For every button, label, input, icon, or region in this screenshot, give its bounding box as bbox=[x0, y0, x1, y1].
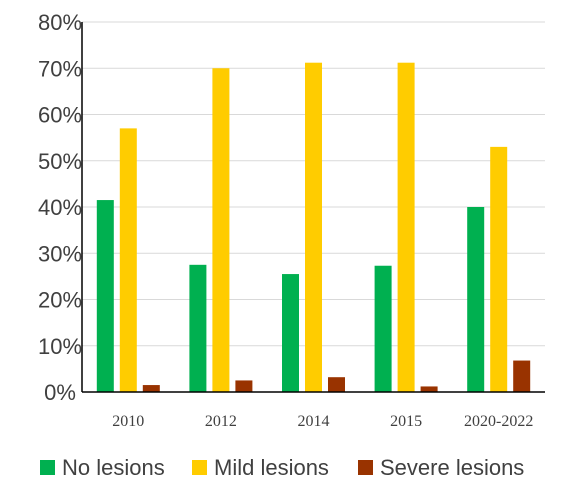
legend: No lesions Mild lesions Severe lesions bbox=[40, 455, 524, 480]
y-tick-label: 40% bbox=[38, 195, 82, 220]
bar-severe-lesions-2010 bbox=[142, 385, 160, 392]
legend-item-no-lesions: No lesions bbox=[40, 455, 165, 480]
bar-severe-lesions-2015 bbox=[420, 386, 438, 392]
axes bbox=[81, 22, 545, 393]
legend-swatch-no-lesions bbox=[40, 460, 55, 475]
legend-label-severe-lesions: Severe lesions bbox=[380, 455, 524, 480]
bar-no-lesions-2020-2022 bbox=[467, 207, 485, 392]
legend-label-no-lesions: No lesions bbox=[62, 455, 165, 480]
y-tick-label: 70% bbox=[38, 56, 82, 81]
y-tick-label: 0% bbox=[44, 380, 76, 405]
x-axis-ticks: 2010 2012 2014 2015 2020-2022 bbox=[112, 413, 533, 430]
x-tick-label-2015: 2015 bbox=[390, 413, 422, 430]
y-tick-label: 10% bbox=[38, 334, 82, 359]
x-tick-label-2010: 2010 bbox=[112, 413, 144, 430]
y-tick-label: 20% bbox=[38, 288, 82, 313]
y-tick-label: 30% bbox=[38, 241, 82, 266]
bar-severe-lesions-2014 bbox=[328, 377, 345, 392]
bars bbox=[96, 62, 531, 392]
legend-swatch-mild-lesions bbox=[192, 460, 207, 475]
bar-mild-lesions-2010 bbox=[119, 128, 137, 392]
bar-severe-lesions-2012 bbox=[235, 380, 253, 392]
x-tick-label-2014: 2014 bbox=[298, 413, 330, 430]
x-tick-label-2020-2022: 2020-2022 bbox=[464, 413, 533, 430]
y-tick-label: 60% bbox=[38, 103, 82, 128]
legend-swatch-severe-lesions bbox=[358, 460, 373, 475]
legend-label-mild-lesions: Mild lesions bbox=[214, 455, 329, 480]
y-tick-label: 80% bbox=[38, 10, 82, 35]
bar-mild-lesions-2012 bbox=[212, 68, 230, 392]
bar-mild-lesions-2014 bbox=[305, 62, 322, 392]
legend-item-mild-lesions: Mild lesions bbox=[192, 455, 329, 480]
bar-no-lesions-2014 bbox=[282, 274, 299, 392]
bar-mild-lesions-2020-2022 bbox=[490, 146, 508, 392]
bar-no-lesions-2012 bbox=[189, 264, 207, 392]
y-tick-label: 50% bbox=[38, 149, 82, 174]
bar-no-lesions-2015 bbox=[374, 265, 392, 392]
legend-item-severe-lesions: Severe lesions bbox=[358, 455, 524, 480]
bar-mild-lesions-2015 bbox=[397, 62, 415, 392]
y-axis-ticks: 0% 10% 20% 30% 40% 50% 60% 70% 80% bbox=[38, 10, 82, 405]
bar-no-lesions-2010 bbox=[96, 200, 114, 392]
bar-severe-lesions-2020-2022 bbox=[513, 360, 531, 392]
x-tick-label-2012: 2012 bbox=[205, 413, 237, 430]
